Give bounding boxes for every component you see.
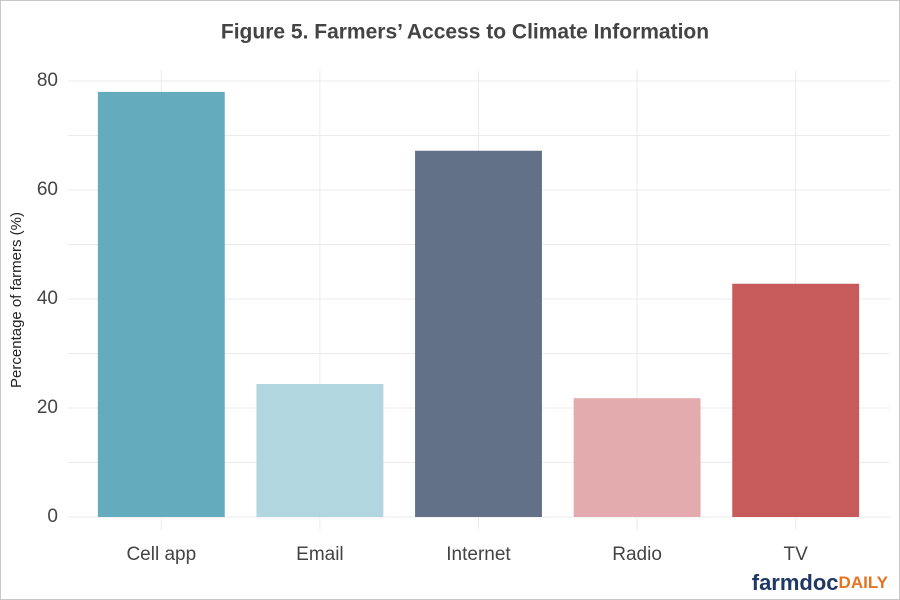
bar bbox=[732, 283, 860, 517]
y-tick-label: 20 bbox=[37, 397, 58, 418]
bars bbox=[97, 91, 860, 518]
y-tick-label: 0 bbox=[47, 506, 58, 527]
x-tick-label: Email bbox=[296, 544, 344, 565]
branding-main: farmdoc bbox=[752, 570, 839, 595]
branding: farmdocDAILY bbox=[752, 570, 889, 595]
chart-title: Figure 5. Farmers’ Access to Climate Inf… bbox=[221, 21, 709, 44]
y-tick-label: 60 bbox=[37, 179, 58, 200]
y-tick-label: 40 bbox=[37, 288, 58, 309]
x-tick-label: Radio bbox=[612, 544, 662, 565]
bar bbox=[415, 150, 542, 517]
x-tick-label: TV bbox=[784, 544, 809, 565]
bar bbox=[256, 384, 384, 517]
bar bbox=[97, 91, 225, 518]
y-tick-label: 80 bbox=[37, 70, 58, 91]
x-tick-label: Cell app bbox=[126, 544, 196, 565]
x-tick-label: Internet bbox=[446, 544, 511, 565]
y-axis-label: Percentage of farmers (%) bbox=[8, 212, 25, 388]
branding-accent: DAILY bbox=[839, 573, 889, 592]
bar bbox=[573, 398, 701, 517]
